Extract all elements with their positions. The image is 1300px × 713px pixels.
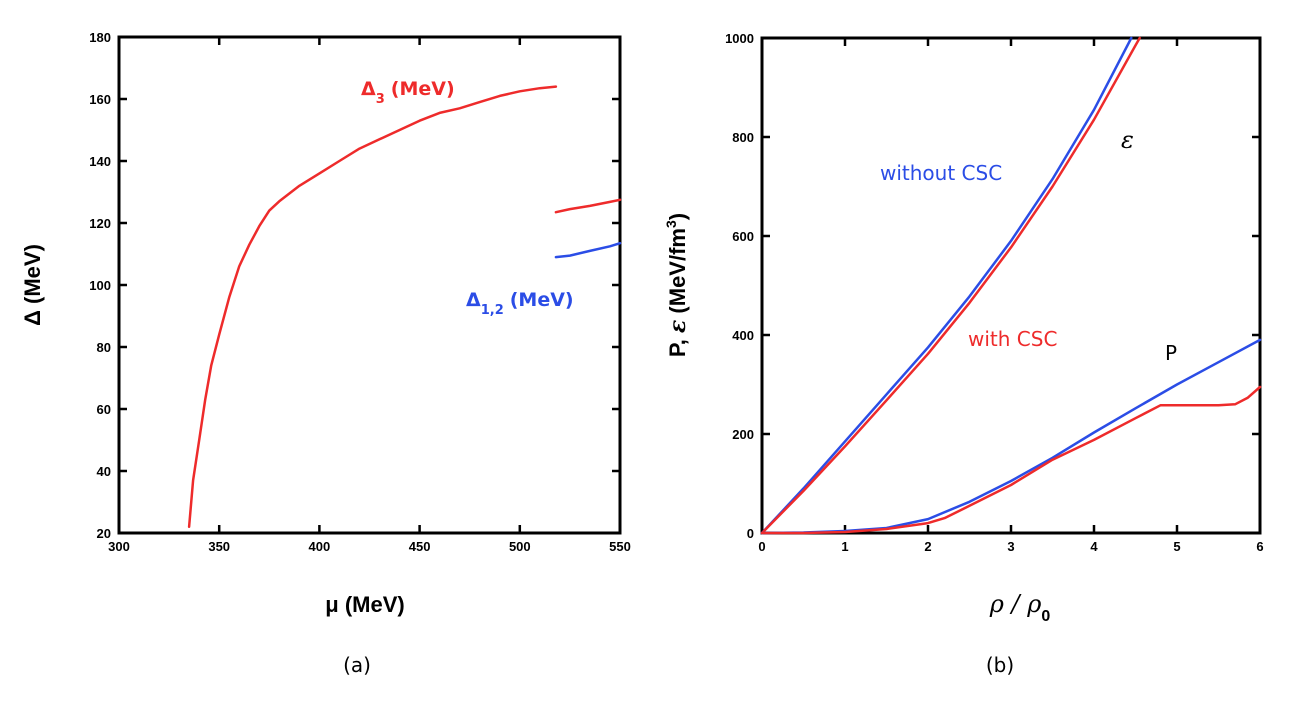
delta3-label: Δ3 (MeV) [361, 78, 455, 107]
panel-b-xlabel: ρ / ρ0 [989, 590, 1051, 625]
delta3-sub: 3 [376, 92, 385, 107]
panel-b-ticks: 0 1 2 3 4 5 6 0 200 400 600 800 1000 [725, 31, 1264, 554]
pressure-label: P [1165, 341, 1177, 365]
panel-b-ylabel: P, ε (MeV/fm3) [663, 213, 691, 357]
panel-a-xtick-label: 550 [609, 539, 631, 554]
panel-a-ytick-label: 160 [89, 92, 111, 107]
panel-b-ytick-label: 400 [732, 328, 754, 343]
panel-a-series--3-mev- [187, 85, 558, 529]
panel-b-xtick-label: 5 [1173, 539, 1180, 554]
panel-a-xtick-label: 500 [509, 539, 531, 554]
panel-a: 300 350 400 450 500 550 20 40 60 80 100 120 140 160 18… [20, 30, 631, 677]
panel-a-xtick-label: 300 [108, 539, 130, 554]
panel-a-ytick-label: 180 [89, 30, 111, 45]
delta12-label: Δ1,2 (MeV) [466, 289, 574, 318]
panel-b-xtick-label: 4 [1090, 539, 1098, 554]
panel-a-caption: (a) [343, 653, 371, 677]
panel-b-ytick-label: 800 [732, 130, 754, 145]
panel-a-frame [117, 35, 622, 535]
panel-b-xtick-label: 6 [1256, 539, 1263, 554]
panel-b-series-p-with-csc [760, 385, 1262, 535]
panel-b-xtick-label: 2 [924, 539, 931, 554]
without-csc-label: without CSC [880, 161, 1002, 185]
panel-b-series--with-csc [760, 36, 1141, 535]
panel-a-xlabel: μ (MeV) [325, 592, 404, 617]
delta12-sub: 1,2 [481, 303, 504, 318]
panel-a-ticks: 300 350 400 450 500 550 20 40 60 80 100 120 140 160 18… [89, 30, 631, 554]
panel-b-series--without-csc [760, 36, 1133, 535]
with-csc-label: with CSC [968, 327, 1057, 351]
panel-a-series--3-upper-branch [554, 198, 622, 214]
panel-a-series [187, 85, 622, 529]
panel-b-ytick-label: 0 [747, 526, 754, 541]
panel-a-ytick-label: 80 [97, 340, 111, 355]
epsilon-label: ε [1121, 126, 1134, 154]
panel-a-ytick-label: 40 [97, 464, 111, 479]
panel-b-xtick-label: 1 [841, 539, 848, 554]
delta12-symbol: Δ [466, 289, 481, 311]
delta12-unit: (MeV) [510, 289, 574, 311]
panel-a-ytick-label: 140 [89, 154, 111, 169]
delta3-symbol: Δ [361, 78, 376, 100]
panel-a-series--1-2-mev- [554, 241, 622, 259]
panel-b-ytick-label: 600 [732, 229, 754, 244]
panel-b-ytick-label: 1000 [725, 31, 754, 46]
panel-b-caption: (b) [986, 653, 1014, 677]
panel-b-xtick-label: 0 [758, 539, 765, 554]
panel-a-xtick-label: 450 [409, 539, 431, 554]
panel-b-ytick-label: 200 [732, 427, 754, 442]
delta3-unit: (MeV) [391, 78, 455, 100]
panel-a-ylabel: Δ (MeV) [20, 244, 45, 326]
panel-b-xtick-label: 3 [1007, 539, 1014, 554]
panel-a-xtick-label: 350 [208, 539, 230, 554]
panel-a-ytick-label: 60 [97, 402, 111, 417]
panel-b-frame [760, 36, 1262, 535]
panel-b-series [760, 36, 1262, 535]
panel-a-xtick-label: 400 [309, 539, 331, 554]
panel-a-ytick-label: 20 [97, 526, 111, 541]
panel-a-ytick-label: 100 [89, 278, 111, 293]
panel-a-ytick-label: 120 [89, 216, 111, 231]
panel-b-series-p-without-csc [760, 338, 1262, 535]
